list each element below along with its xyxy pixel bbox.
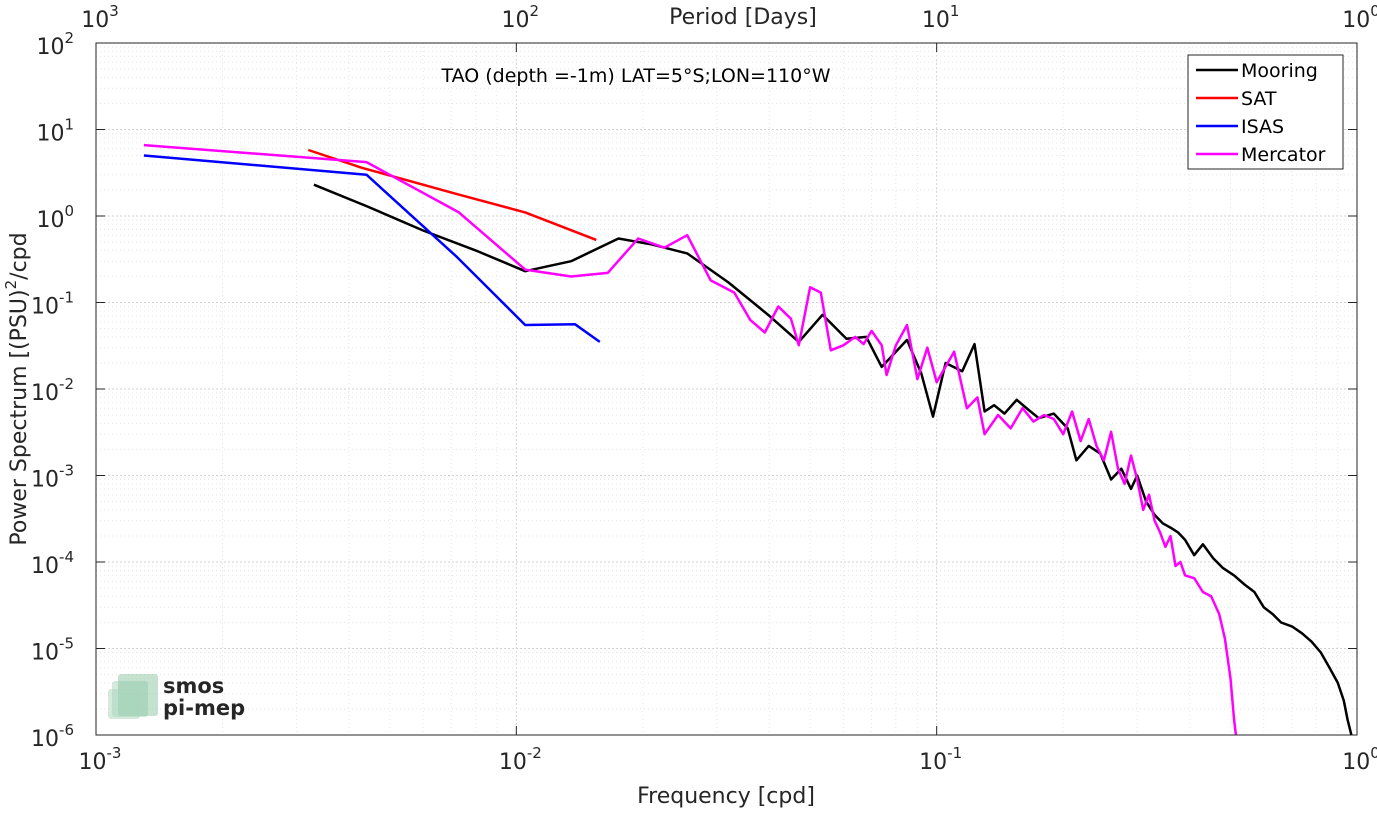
top-tick-label-base: 10 <box>1342 8 1370 33</box>
series-group <box>143 143 1353 736</box>
smos-logo: smos pi-mep <box>108 674 245 720</box>
y-axis-title-sup: 2 <box>2 280 20 290</box>
y-tick-label-base: 10 <box>31 641 59 666</box>
y-tick-label-base: 10 <box>31 554 59 579</box>
y-tick-label-exponent: -5 <box>59 635 74 653</box>
x-tick-label: 10-3 <box>79 744 122 775</box>
logo-text-pimep: pi-mep <box>163 696 245 720</box>
x-tick-label-exponent: -2 <box>527 744 542 762</box>
top-tick-label-base: 10 <box>502 8 530 33</box>
legend-items: Mooring SAT ISAS Mercator <box>1196 60 1326 166</box>
x-tick-label-base: 10 <box>79 750 107 775</box>
y-tick-label-exponent: -1 <box>59 289 74 307</box>
y-tick-label-exponent: 2 <box>64 29 74 47</box>
top-tick-label: 102 <box>502 2 540 33</box>
legend-label-mooring: Mooring <box>1241 60 1318 82</box>
x-tick-label-base: 10 <box>919 750 947 775</box>
legend-box <box>1187 54 1344 170</box>
x-axis-title: Frequency [cpd] <box>637 784 815 809</box>
series-line-mercator <box>143 143 1238 736</box>
y-tick-label-base: 10 <box>31 468 59 493</box>
x-tick-label: 10-1 <box>919 744 962 775</box>
series-line-mooring <box>313 183 1353 736</box>
x-tick-label-exponent: -3 <box>107 744 122 762</box>
y-tick-label-base: 10 <box>31 295 59 320</box>
legend-label-sat: SAT <box>1241 88 1277 110</box>
top-tick-label-base: 10 <box>922 8 950 33</box>
top-tick-label-exponent: 3 <box>109 2 119 20</box>
y-tick-label: 10-2 <box>31 375 74 406</box>
y-axis-title-main: Power Spectrum [(PSU) <box>7 289 32 545</box>
logo-text-smos: smos <box>163 674 224 698</box>
top-tick-label-exponent: 0 <box>1370 2 1377 20</box>
x-tick-label-exponent: -1 <box>947 744 962 762</box>
series-line-sat <box>307 148 597 242</box>
legend: Mooring SAT ISAS Mercator <box>1187 54 1344 170</box>
legend-label-mercator: Mercator <box>1241 144 1326 166</box>
y-tick-label: 101 <box>36 116 74 147</box>
y-tick-label: 10-1 <box>31 289 74 320</box>
y-tick-label-base: 10 <box>31 727 59 752</box>
y-tick-label-base: 10 <box>31 381 59 406</box>
y-tick-label-exponent: 1 <box>64 116 74 134</box>
x-tick-label-base: 10 <box>1342 750 1370 775</box>
y-tick-label-exponent: -3 <box>59 462 74 480</box>
y-tick-label-base: 10 <box>36 122 64 147</box>
y-tick-label: 102 <box>36 29 74 60</box>
y-tick-label-exponent: -4 <box>59 548 74 566</box>
y-tick-label-base: 10 <box>36 208 64 233</box>
x-tick-label: 10-2 <box>499 744 542 775</box>
logo-mark-front <box>108 689 140 719</box>
series-line-isas <box>143 154 601 343</box>
y-tick-label: 10-5 <box>31 635 74 666</box>
top-tick-label-base: 10 <box>81 8 109 33</box>
top-axis-title: Period [Days] <box>669 5 817 30</box>
y-axis-title-suffix: /cpd <box>7 232 32 279</box>
y-tick-label: 10-6 <box>31 721 74 752</box>
chart-title: TAO (depth =-1m) LAT=5°S;LON=110°W <box>440 65 830 87</box>
y-tick-label: 100 <box>36 202 74 233</box>
y-tick-label-exponent: -2 <box>59 375 74 393</box>
x-tick-label: 100 <box>1342 744 1377 775</box>
y-tick-label: 10-3 <box>31 462 74 493</box>
legend-label-isas: ISAS <box>1241 116 1284 138</box>
y-tick-label-base: 10 <box>36 35 64 60</box>
y-axis-title: Power Spectrum [(PSU)2/cpd <box>2 232 32 545</box>
top-tick-label-exponent: 1 <box>950 2 960 20</box>
y-tick-label-exponent: 0 <box>64 202 74 220</box>
x-tick-label-base: 10 <box>499 750 527 775</box>
y-tick-label: 10-4 <box>31 548 74 579</box>
x-tick-label-exponent: 0 <box>1370 744 1377 762</box>
tick-marks <box>95 42 1358 736</box>
grid <box>95 43 1357 736</box>
y-tick-label-exponent: -6 <box>59 721 74 739</box>
top-tick-label: 101 <box>922 2 960 33</box>
top-tick-label: 103 <box>81 2 119 33</box>
top-tick-label: 100 <box>1342 2 1377 33</box>
top-tick-label-exponent: 2 <box>530 2 540 20</box>
